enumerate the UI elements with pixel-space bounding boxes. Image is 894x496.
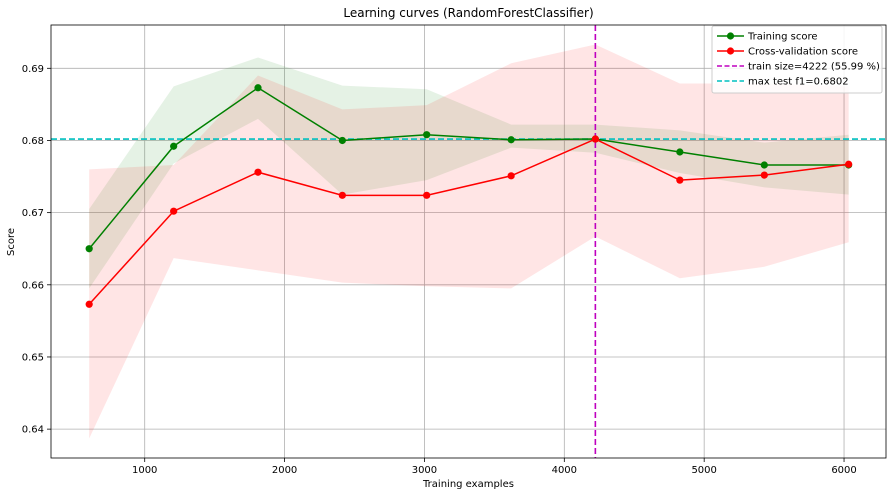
data-point-cross-validation bbox=[338, 191, 346, 199]
data-point-cross-validation bbox=[254, 168, 262, 176]
plot-area: 1000 2000 3000 4000 5000 6000 0.64 0.65 0.66 0.67… bbox=[22, 24, 887, 476]
x-axis-label: Training examples bbox=[422, 479, 514, 490]
chart-title: Learning curves (RandomForestClassifier) bbox=[343, 6, 593, 20]
legend-item-train-size-label: train size=4222 (55.99 %) bbox=[748, 62, 880, 73]
legend-item-training-label: Training score bbox=[747, 32, 818, 43]
band-cross-validation bbox=[89, 44, 849, 439]
y-tick-label: 0.69 bbox=[22, 64, 44, 75]
x-tick-label: 4000 bbox=[552, 465, 577, 476]
data-point-training bbox=[170, 142, 178, 150]
data-point-training bbox=[423, 131, 431, 139]
legend-item-cross-validation-marker bbox=[726, 47, 735, 55]
data-point-training bbox=[254, 84, 262, 92]
data-point-cross-validation bbox=[676, 176, 684, 184]
data-point-training bbox=[507, 136, 515, 144]
legend-item-training-marker bbox=[726, 32, 735, 40]
y-axis-label: Score bbox=[6, 228, 17, 256]
x-tick-label: 1000 bbox=[132, 465, 157, 476]
data-point-training bbox=[85, 245, 93, 253]
data-point-training bbox=[760, 161, 768, 169]
y-tick-label: 0.64 bbox=[22, 425, 44, 436]
legend-item-cross-validation-label: Cross-validation score bbox=[748, 47, 858, 58]
data-point-cross-validation bbox=[423, 191, 431, 199]
x-tick-label: 3000 bbox=[412, 465, 437, 476]
data-point-training bbox=[338, 136, 346, 145]
data-point-cross-validation bbox=[591, 135, 599, 143]
series-line-cross-validation bbox=[88, 138, 849, 305]
data-point-cross-validation bbox=[170, 207, 178, 215]
data-point-training bbox=[676, 148, 684, 156]
x-tick-label: 6000 bbox=[831, 465, 856, 476]
y-tick-label: 0.66 bbox=[22, 280, 44, 291]
data-point-cross-validation bbox=[760, 171, 768, 179]
x-tick-label: 2000 bbox=[272, 465, 297, 476]
legend-box bbox=[711, 25, 883, 94]
legend: Training score Cross-validation score trai… bbox=[711, 25, 883, 94]
legend-item-max-test-f1-label: max test f1=0.6802 bbox=[748, 77, 849, 88]
band-training bbox=[89, 57, 849, 289]
data-point-cross-validation bbox=[507, 172, 515, 180]
y-tick-label: 0.68 bbox=[22, 136, 44, 147]
axes-frame bbox=[50, 24, 887, 459]
data-point-cross-validation bbox=[845, 160, 853, 168]
data-point-cross-validation bbox=[85, 300, 93, 308]
y-tick-label: 0.67 bbox=[22, 208, 44, 219]
y-tick-label: 0.65 bbox=[22, 352, 44, 363]
x-tick-label: 5000 bbox=[691, 465, 716, 476]
series-line-training bbox=[88, 86, 849, 250]
